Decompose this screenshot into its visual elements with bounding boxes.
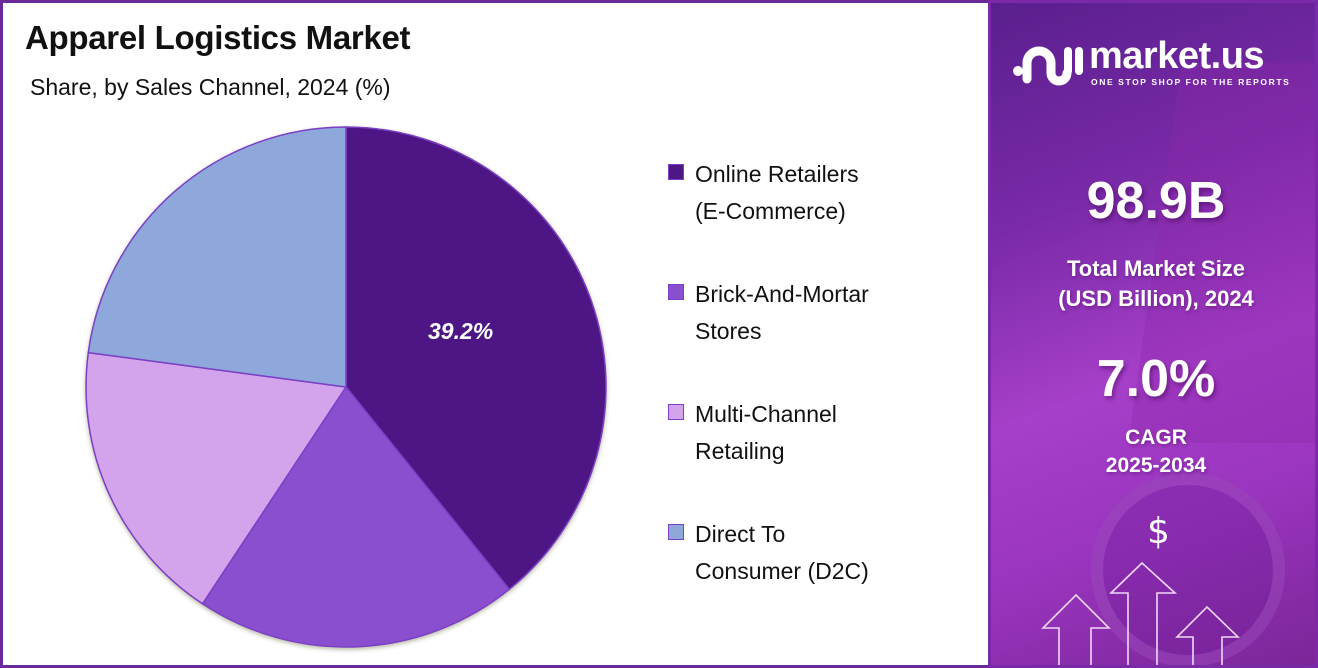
brand-tagline: ONE STOP SHOP FOR THE REPORTS [1091,77,1291,87]
market-size-label-line1: Total Market Size [1066,256,1246,281]
chart-subtitle: Share, by Sales Channel, 2024 (%) [30,74,391,100]
legend-label-line2: Consumer (D2C) [695,558,869,584]
market-us-logo-icon [1013,46,1083,86]
legend-label-line2: Retailing [695,438,785,464]
cagr-label: CAGR 2025-2034 [991,424,1315,480]
legend-label-line2: Stores [695,318,762,344]
cagr-value: 7.0% [1096,350,1216,408]
pie-slice-online-retailers[interactable] [345,126,607,591]
market-size-label: Total Market Size (USD Billion), 2024 [991,254,1315,314]
legend-label-line1: Online Retailers [695,161,859,187]
chart-title: Apparel Logistics Market [25,19,411,56]
legend-label-line1: Direct To [695,521,786,547]
cagr-label-line1: CAGR [1125,426,1187,449]
pie-data-label: 39.2% [428,318,494,344]
legend-label-line1: Brick-And-Mortar [695,281,869,307]
legend-swatch-icon [668,164,684,180]
legend-swatch-icon [668,404,684,420]
pie-slice-brick-and-mortar[interactable] [201,385,511,648]
brand-name: market.us [1089,35,1265,77]
legend-swatch-icon [668,524,684,540]
market-size-value: 98.9B [1086,172,1226,230]
summary-panel: market.us ONE STOP SHOP FOR THE REPORTS … [988,0,1318,668]
market-size-label-line2: (USD Billion), 2024 [1058,286,1254,311]
legend-swatch-icon [668,284,684,300]
legend-label-line1: Multi-Channel [695,401,837,427]
legend-label-line2: (E-Commerce) [695,198,846,224]
brand-logo[interactable]: market.us ONE STOP SHOP FOR THE REPORTS [1011,35,1311,91]
pie-slice-d2c[interactable] [87,126,347,388]
pie-slice-multi-channel[interactable] [85,351,348,605]
dollar-icon: $ [1147,511,1170,552]
growth-arrows-icon [1041,561,1240,665]
cagr-label-line2: 2025-2034 [1105,454,1207,477]
pie-chart [85,126,607,648]
